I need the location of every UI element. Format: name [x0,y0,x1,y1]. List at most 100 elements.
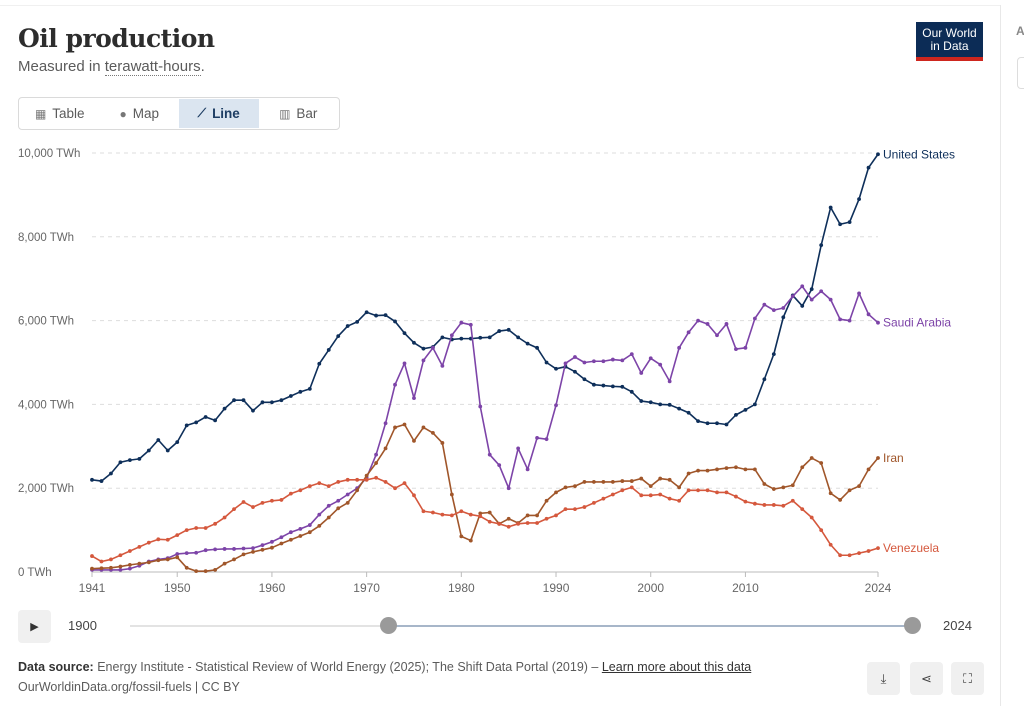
data-point [393,382,397,387]
data-point [232,547,236,551]
data-point [506,327,511,332]
data-point [127,562,132,567]
data-point [563,507,568,512]
x-tick-label: 2024 [865,581,892,595]
data-point [677,485,682,490]
top-border [0,5,1000,6]
data-point [478,511,483,516]
tab-map[interactable]: ● Map [100,99,180,128]
owid-logo[interactable]: Our World in Data [916,22,983,61]
data-point [525,513,530,518]
data-point [610,492,615,497]
data-point [175,552,180,556]
x-tick-label: 1990 [543,581,570,595]
data-point [288,394,293,398]
sidebar-divider [1000,5,1001,706]
data-point [251,505,255,509]
data-point [374,475,378,480]
data-point [99,559,104,564]
data-point [592,359,596,364]
data-point [866,467,871,472]
data-point [573,484,577,489]
data-point [213,547,218,552]
timeline-end-handle[interactable] [904,617,921,634]
data-point [573,369,577,374]
timeline-start-handle[interactable] [380,617,397,634]
data-point [715,490,719,495]
data-point [639,399,644,403]
data-point [137,561,142,566]
data-point [629,352,634,357]
tab-line[interactable]: ⟋ Line [179,99,259,128]
tab-bar[interactable]: ▥ Bar [259,99,339,128]
share-button[interactable]: ⋖ [910,662,943,695]
data-point [184,551,189,556]
data-point [781,485,786,490]
data-point [99,566,104,571]
data-point [876,152,880,157]
data-point [156,537,161,542]
play-icon: ▶ [30,621,39,633]
bar-chart-icon: ▥ [279,106,291,121]
x-tick-label: 1950 [164,581,191,595]
data-point [345,500,350,505]
data-point [629,479,634,483]
data-point [696,488,700,493]
data-point [307,484,312,489]
data-point [393,425,397,430]
data-point [270,545,274,550]
data-point [412,396,416,401]
data-point [307,523,312,527]
data-point [847,488,852,493]
data-point [298,534,303,538]
data-point [582,377,587,382]
data-point [819,243,824,248]
x-tick-label: 1970 [353,581,380,595]
data-point [696,468,700,473]
data-point [99,479,104,483]
data-point [203,569,208,574]
data-point [800,304,805,308]
data-point [762,302,767,307]
y-tick-label: 0 TWh [18,567,52,579]
data-point [449,492,454,497]
data-point [838,498,843,502]
play-button[interactable]: ▶ [18,610,51,643]
data-point [734,347,738,351]
tab-table[interactable]: ▦ Table [20,99,100,128]
data-point [497,463,502,468]
data-point [838,553,843,558]
source-text: Energy Institute - Statistical Review of… [93,660,602,674]
data-point [402,481,407,486]
download-button[interactable]: ⤓ [867,662,900,695]
data-point [468,538,473,543]
data-point [497,329,502,333]
data-point [610,480,615,484]
source-label: Data source: [18,660,94,674]
data-point [762,377,767,382]
data-point [734,465,738,470]
data-point [525,341,530,346]
learn-more-link[interactable]: Learn more about this data [601,660,752,674]
source-url[interactable]: OurWorldinData.org/fossil-fuels | CC BY [18,680,240,694]
fullscreen-button[interactable]: ⛶ [951,662,984,695]
share-icon: ⋖ [921,670,932,686]
unit-link[interactable]: terawatt-hours [104,58,201,76]
series-line-venezuela [91,476,879,563]
data-point [847,318,852,323]
data-point [857,484,861,489]
data-point [279,398,284,403]
data-point [165,537,170,542]
data-point [809,515,814,520]
data-point [752,316,757,321]
data-point [705,468,710,473]
data-point [213,418,218,423]
sidebar-input[interactable] [1017,57,1024,89]
chart-tabs: ▦ Table ● Map ⟋ Line ▥ Bar [18,97,340,130]
data-point [355,477,360,482]
data-point [326,348,331,352]
data-point [705,421,710,426]
data-point [213,568,218,572]
data-point [790,483,795,488]
data-point [544,437,549,442]
